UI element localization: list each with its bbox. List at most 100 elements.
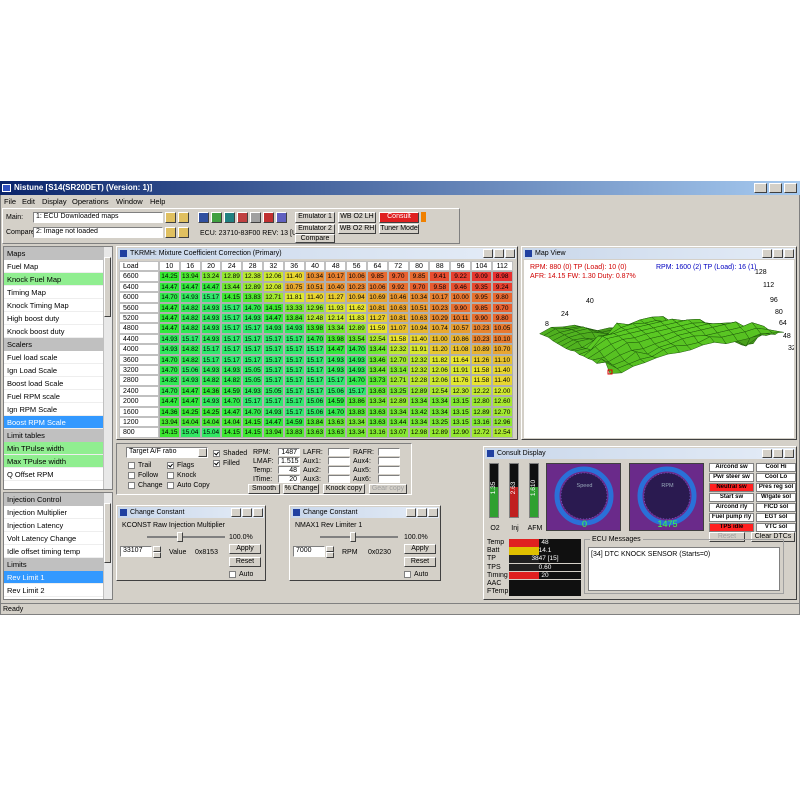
table-cell[interactable]: 10.11	[450, 313, 471, 324]
checkbox[interactable]	[128, 472, 135, 479]
menu-item[interactable]: File	[4, 197, 17, 206]
table-cell[interactable]: 9.90	[450, 302, 471, 313]
dropdown-arrow[interactable]	[198, 448, 207, 457]
table-cell[interactable]: 14.93	[200, 396, 222, 407]
table-cell[interactable]: 12.89	[408, 385, 430, 397]
toolbar-icon[interactable]	[198, 212, 209, 223]
table-cell[interactable]: 11.59	[367, 323, 388, 334]
table-cell[interactable]: 13.34	[387, 406, 409, 417]
table-cell[interactable]: 10.34	[304, 271, 326, 282]
table-cell[interactable]: 10.23	[471, 333, 492, 345]
table-cell[interactable]: 10.29	[429, 313, 451, 324]
table-cell[interactable]: 15.05	[242, 365, 263, 376]
table-cell[interactable]: 13.94	[179, 271, 201, 282]
table-cell[interactable]: 15.17	[221, 313, 243, 324]
table-cell[interactable]: 11.07	[387, 323, 409, 334]
table-cell[interactable]: 15.17	[221, 323, 243, 334]
table-cell[interactable]: 14.82	[200, 375, 222, 386]
toolbar-icon[interactable]	[165, 227, 176, 238]
table-cell[interactable]: 14.70	[221, 396, 243, 407]
list-item[interactable]: Knock Fuel Map	[4, 273, 103, 286]
table-cell[interactable]: 13.34	[408, 417, 430, 428]
table-cell[interactable]: 13.98	[325, 333, 347, 345]
toolbar-icon[interactable]	[178, 227, 189, 238]
control-button[interactable]: % Change	[283, 484, 319, 494]
table-cell[interactable]: 14.15	[242, 417, 263, 428]
list-item[interactable]: Fuel RPM scale	[4, 390, 103, 403]
table-cell[interactable]: 15.17	[283, 365, 305, 376]
table-cell[interactable]: 14.82	[221, 375, 243, 386]
table-cell[interactable]: 14.70	[242, 302, 263, 313]
table-cell[interactable]: 13.84	[304, 417, 326, 428]
table-cell[interactable]: 13.73	[367, 375, 388, 386]
table-cell[interactable]: 12.70	[491, 406, 513, 417]
table-cell[interactable]: 14.82	[179, 302, 201, 313]
table-cell[interactable]: 10.06	[367, 281, 388, 293]
table-cell[interactable]: 12.08	[263, 281, 284, 293]
checkbox[interactable]	[167, 482, 174, 489]
table-cell[interactable]: 14.47	[159, 313, 180, 324]
table-cell[interactable]: 13.94	[263, 427, 284, 438]
table-cell[interactable]: 14.93	[179, 292, 201, 303]
table-cell[interactable]: 10.46	[387, 292, 409, 303]
list-item[interactable]: Rev Limit 1	[4, 571, 103, 584]
table-cell[interactable]: 14.70	[346, 344, 367, 355]
list-item[interactable]: Ign RPM Scale	[4, 403, 103, 416]
table-cell[interactable]: 15.17	[263, 344, 284, 355]
table-cell[interactable]: 11.62	[346, 302, 367, 313]
scroll-thumb[interactable]	[104, 257, 111, 317]
table-cell[interactable]: 15.05	[263, 385, 284, 397]
list-item[interactable]: Fuel load scale	[4, 351, 103, 364]
table-cell[interactable]: 14.15	[242, 427, 263, 438]
clear-dtc-button[interactable]: Clear DTCs	[751, 532, 795, 542]
window-button[interactable]	[784, 449, 794, 458]
table-cell[interactable]: 13.15	[450, 396, 471, 407]
table-cell[interactable]: 12.71	[263, 292, 284, 303]
constant-input[interactable]: 7000	[293, 546, 325, 557]
table-cell[interactable]: 15.17	[263, 333, 284, 345]
table-cell[interactable]: 12.89	[429, 427, 451, 438]
table-cell[interactable]: 11.93	[325, 302, 347, 313]
reset-button[interactable]: Reset	[404, 557, 436, 567]
table-cell[interactable]: 12.32	[387, 344, 409, 355]
table-cell[interactable]: 13.34	[429, 406, 451, 417]
checkbox[interactable]	[128, 482, 135, 489]
table-cell[interactable]: 13.83	[346, 406, 367, 417]
table-cell[interactable]: 10.89	[471, 344, 492, 355]
table-cell[interactable]: 14.25	[200, 406, 222, 417]
table-cell[interactable]: 14.59	[325, 396, 347, 407]
control-button[interactable]: Gear copy	[369, 484, 407, 494]
table-cell[interactable]: 14.59	[283, 417, 305, 428]
table-cell[interactable]: 12.90	[450, 427, 471, 438]
control-button[interactable]: Smooth	[248, 484, 280, 494]
table-cell[interactable]: 15.17	[325, 375, 347, 386]
table-cell[interactable]: 10.70	[491, 344, 513, 355]
table-cell[interactable]: 13.98	[304, 323, 326, 334]
table-cell[interactable]: 12.06	[429, 375, 451, 386]
table-cell[interactable]: 12.71	[387, 375, 409, 386]
table-cell[interactable]: 11.91	[450, 365, 471, 376]
toolbar-button[interactable]: WB O2 LH	[338, 212, 376, 223]
title-button[interactable]	[784, 183, 797, 193]
table-cell[interactable]: 13.15	[450, 417, 471, 428]
table-cell[interactable]: 11.82	[429, 354, 451, 365]
table-cell[interactable]: 12.06	[263, 271, 284, 282]
table-cell[interactable]: 13.34	[367, 396, 388, 407]
table-cell[interactable]: 12.89	[471, 406, 492, 417]
table-cell[interactable]: 15.17	[242, 396, 263, 407]
window-button[interactable]	[406, 508, 416, 517]
table-cell[interactable]: 12.00	[491, 385, 513, 397]
table-cell[interactable]: 14.15	[159, 427, 180, 438]
toolbar-icon[interactable]	[224, 212, 235, 223]
table-cell[interactable]: 15.17	[304, 365, 326, 376]
table-cell[interactable]: 13.16	[471, 417, 492, 428]
table-cell[interactable]: 15.06	[179, 365, 201, 376]
table-cell[interactable]: 14.93	[346, 365, 367, 376]
table-cell[interactable]: 14.47	[221, 406, 243, 417]
table-cell[interactable]: 9.80	[491, 292, 513, 303]
table-cell[interactable]: 13.63	[367, 406, 388, 417]
table-cell[interactable]: 13.63	[304, 427, 326, 438]
spin-button[interactable]	[326, 546, 334, 552]
checkbox[interactable]	[167, 462, 174, 469]
table-cell[interactable]: 10.51	[304, 281, 326, 293]
